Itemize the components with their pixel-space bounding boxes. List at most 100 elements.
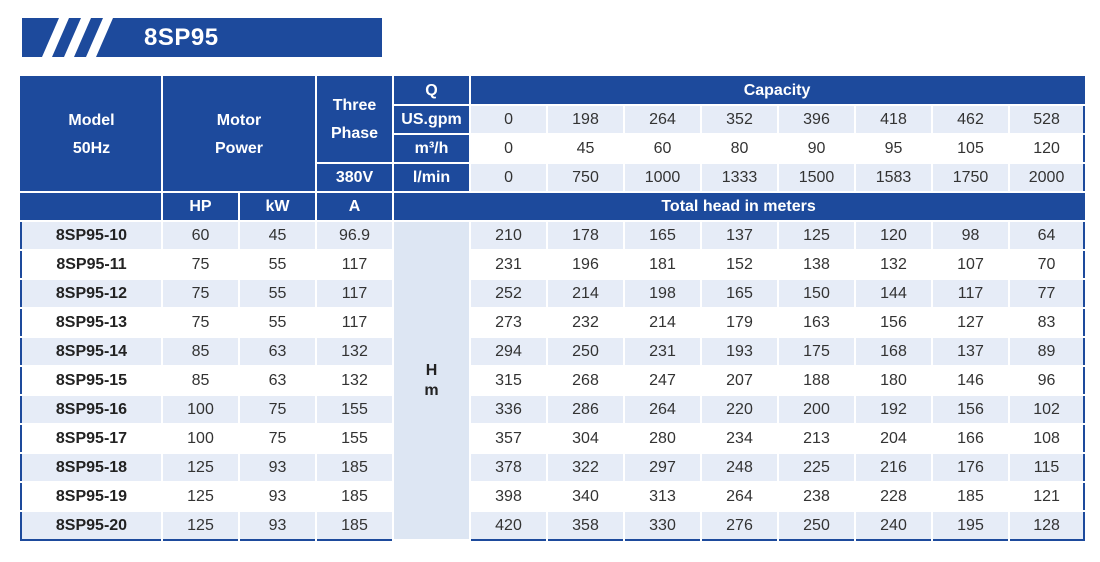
head-value-cell: 166 [932, 424, 1011, 454]
kw-cell: 55 [239, 250, 318, 280]
amp-cell: 96.9 [316, 221, 395, 251]
head-value-cell: 176 [932, 453, 1011, 483]
head-value-cell: 286 [547, 395, 626, 425]
head-value-cell: 150 [778, 279, 857, 309]
capacity-value: 120 [1009, 134, 1085, 164]
kw-cell: 45 [239, 221, 318, 251]
head-value-cell: 216 [855, 453, 934, 483]
hp-header: HP [162, 192, 240, 222]
amp-cell: 132 [316, 366, 395, 396]
head-value-cell: 185 [932, 482, 1011, 512]
amp-cell: 185 [316, 482, 395, 512]
head-value-cell: 250 [778, 511, 857, 540]
head-value-cell: 420 [470, 511, 549, 540]
head-value-cell: 168 [855, 337, 934, 367]
kw-cell: 63 [239, 337, 318, 367]
head-value-cell: 137 [932, 337, 1011, 367]
head-value-cell: 240 [855, 511, 934, 540]
kw-cell: 55 [239, 279, 318, 309]
head-value-cell: 358 [547, 511, 626, 540]
head-value-cell: 276 [701, 511, 780, 540]
capacity-value: 0 [470, 163, 549, 193]
amp-cell: 117 [316, 279, 395, 309]
head-value-cell: 144 [855, 279, 934, 309]
hp-cell: 75 [162, 279, 240, 309]
amp-cell: 185 [316, 453, 395, 483]
capacity-value: 0 [470, 134, 549, 164]
model-cell: 8SP95-12 [21, 279, 163, 309]
head-value-cell: 248 [701, 453, 780, 483]
kw-cell: 93 [239, 453, 318, 483]
head-value-cell: 70 [1009, 250, 1085, 280]
table-row: 8SP95-18 125 93 185 378 322 297 248 225 216 176 115 [21, 453, 1085, 483]
head-value-cell: 315 [470, 366, 549, 396]
head-value-cell: 340 [547, 482, 626, 512]
head-value-cell: 398 [470, 482, 549, 512]
table-row: 8SP95-12 75 55 117 252 214 198 165 150 144 117 77 [21, 279, 1085, 309]
head-value-cell: 273 [470, 308, 549, 338]
head-value-cell: 198 [624, 279, 703, 309]
head-value-cell: 304 [547, 424, 626, 454]
amp-cell: 117 [316, 308, 395, 338]
capacity-value: 528 [1009, 105, 1085, 135]
head-value-cell: 179 [701, 308, 780, 338]
unit-lmin: l/min [393, 163, 472, 193]
hp-cell: 85 [162, 366, 240, 396]
capacity-value: 750 [547, 163, 626, 193]
table-row: 8SP95-17 100 75 155 357 304 280 234 213 204 166 108 [21, 424, 1085, 454]
head-value-cell: 210 [470, 221, 549, 251]
kw-cell: 93 [239, 482, 318, 512]
head-value-cell: 107 [932, 250, 1011, 280]
head-value-cell: 64 [1009, 221, 1085, 251]
capacity-value: 1000 [624, 163, 703, 193]
model-header: Model 50Hz [21, 77, 163, 193]
head-value-cell: 294 [470, 337, 549, 367]
model-cell: 8SP95-10 [21, 221, 163, 251]
table-row: 8SP95-13 75 55 117 273 232 214 179 163 156 127 83 [21, 308, 1085, 338]
head-value-cell: 192 [855, 395, 934, 425]
head-value-cell: 214 [547, 279, 626, 309]
head-value-cell: 120 [855, 221, 934, 251]
head-value-cell: 181 [624, 250, 703, 280]
head-value-cell: 225 [778, 453, 857, 483]
head-value-cell: 89 [1009, 337, 1085, 367]
model-cell: 8SP95-15 [21, 366, 163, 396]
head-value-cell: 207 [701, 366, 780, 396]
hp-cell: 125 [162, 482, 240, 512]
kw-cell: 93 [239, 511, 318, 540]
head-value-cell: 132 [855, 250, 934, 280]
head-value-cell: 115 [1009, 453, 1085, 483]
head-value-cell: 196 [547, 250, 626, 280]
capacity-value: 0 [470, 105, 549, 135]
head-value-cell: 228 [855, 482, 934, 512]
capacity-header: Capacity [470, 77, 1085, 106]
voltage-header: 380V [316, 163, 395, 193]
hp-cell: 60 [162, 221, 240, 251]
head-value-cell: 264 [701, 482, 780, 512]
head-value-cell: 128 [1009, 511, 1085, 540]
head-value-cell: 264 [624, 395, 703, 425]
capacity-value: 352 [701, 105, 780, 135]
hp-cell: 125 [162, 453, 240, 483]
capacity-value: 1333 [701, 163, 780, 193]
head-value-cell: 322 [547, 453, 626, 483]
model-cell: 8SP95-11 [21, 250, 163, 280]
head-value-cell: 108 [1009, 424, 1085, 454]
page-title: 8SP95 [144, 24, 219, 51]
capacity-value: 95 [855, 134, 934, 164]
model-cell: 8SP95-17 [21, 424, 163, 454]
head-value-cell: 280 [624, 424, 703, 454]
unit-usgpm: US.gpm [393, 105, 472, 135]
model-cell: 8SP95-18 [21, 453, 163, 483]
pump-spec-table: Model 50Hz Motor Power Three Phase Q Capaci… [20, 76, 1086, 541]
head-value-cell: 188 [778, 366, 857, 396]
head-value-cell: 357 [470, 424, 549, 454]
capacity-value: 80 [701, 134, 780, 164]
head-value-cell: 125 [778, 221, 857, 251]
kw-header: kW [239, 192, 318, 222]
title-banner: 8SP95 [22, 18, 382, 57]
hp-cell: 75 [162, 250, 240, 280]
head-value-cell: 313 [624, 482, 703, 512]
head-value-cell: 138 [778, 250, 857, 280]
